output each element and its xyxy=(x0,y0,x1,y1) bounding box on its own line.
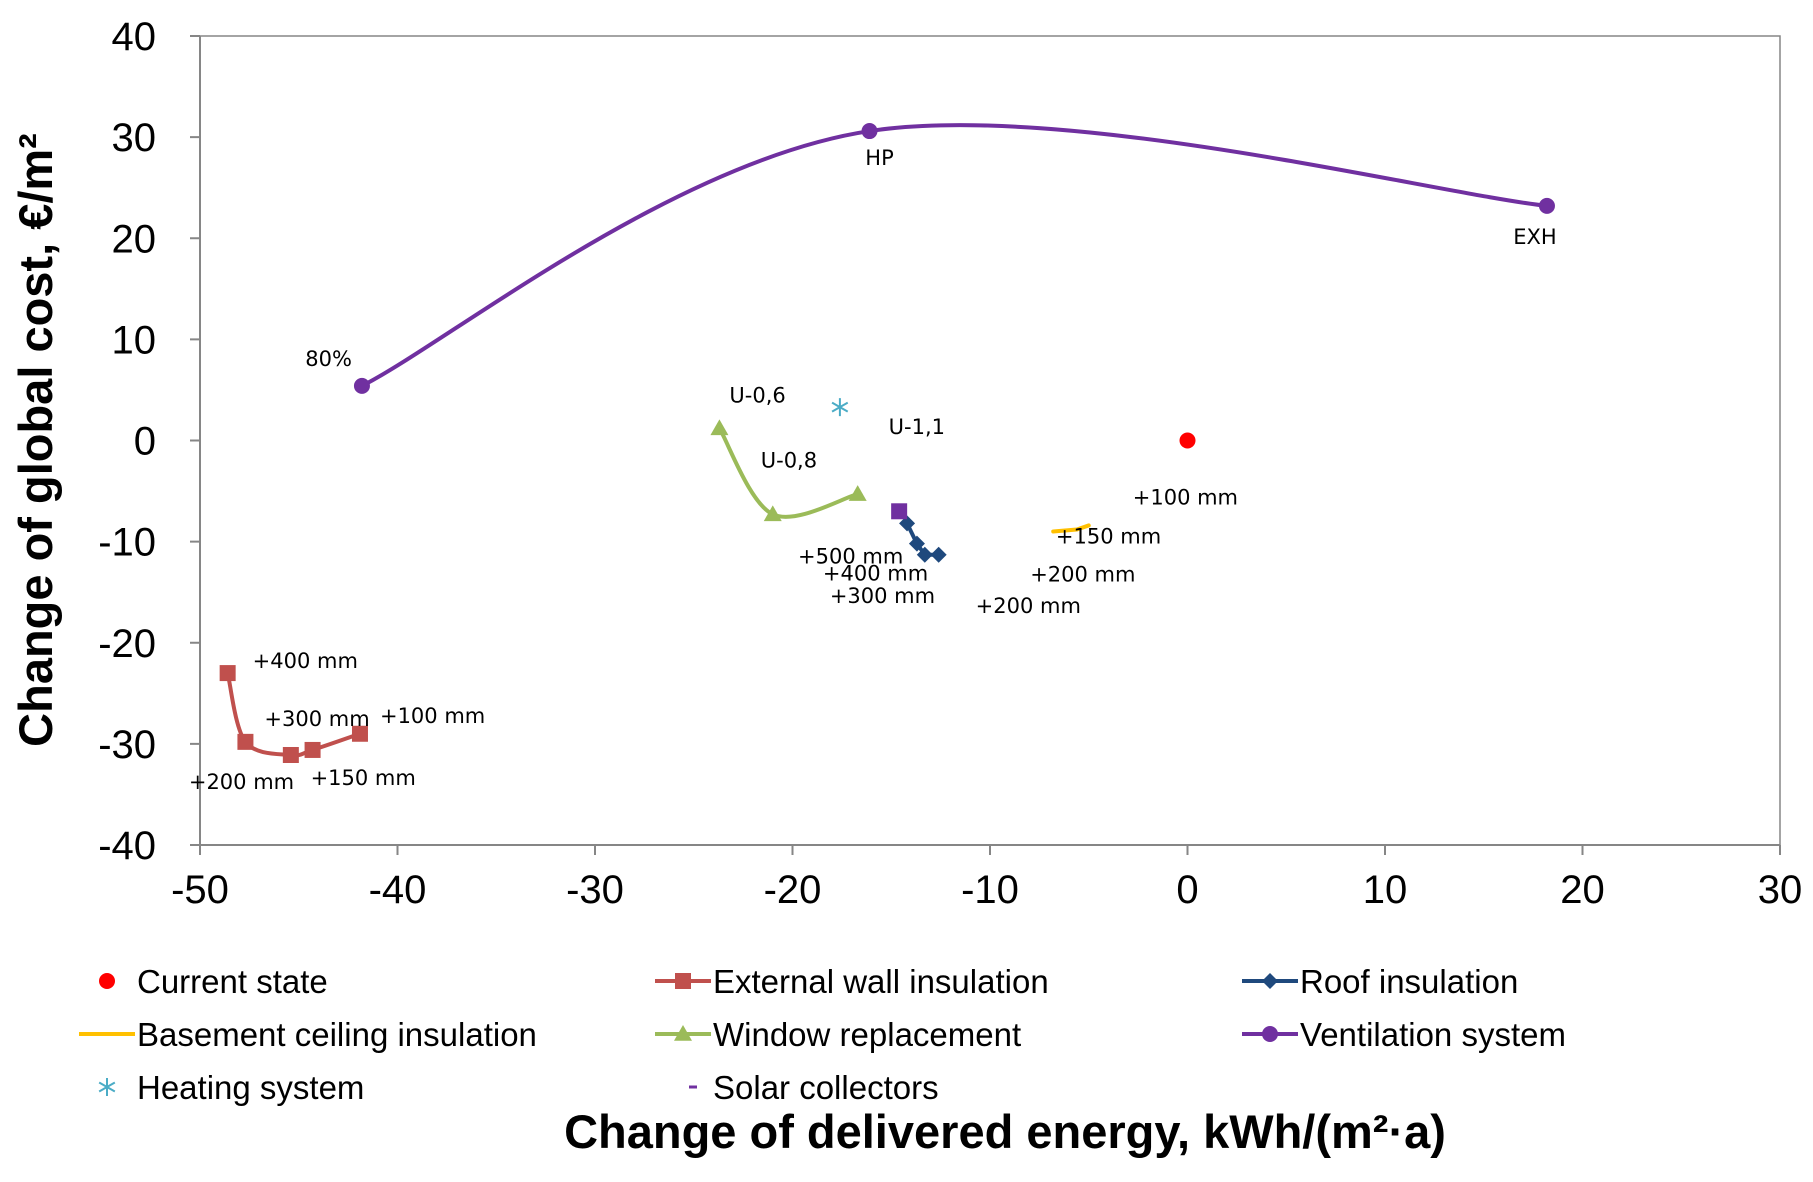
external-wall-insulation-point xyxy=(304,741,321,758)
ventilation-system-point xyxy=(1538,197,1555,214)
data-label: +400 mm xyxy=(823,562,928,586)
legend-label: Roof insulation xyxy=(1300,963,1518,1000)
ventilation-system-point xyxy=(353,377,370,394)
legend-swatch-marker xyxy=(98,1078,116,1096)
current-state-point xyxy=(1179,432,1196,449)
annotations: HP EXH 80% U-0,6 U-0,8 U-1,1 +100 mm +150 mm +20… xyxy=(189,146,1557,794)
data-label: +300 mm xyxy=(264,707,369,731)
y-tick-label: -10 xyxy=(98,521,156,565)
legend-label: Heating system xyxy=(137,1069,364,1106)
roof-insulation-point xyxy=(930,546,947,563)
y-tick-label: 0 xyxy=(134,420,156,464)
legend-swatch-marker xyxy=(1262,973,1278,989)
legend-item-roof-insulation: Roof insulation xyxy=(1242,963,1518,1000)
window-replacement-line xyxy=(717,426,860,519)
y-axis-title: Change of global cost, €/m² xyxy=(9,133,62,747)
legend-item-ventilation-system: Ventilation system xyxy=(1242,1016,1566,1053)
external-wall-insulation-point xyxy=(219,665,236,682)
legend-label: Window replacement xyxy=(713,1016,1021,1053)
legend-item-current-state: Current state xyxy=(99,963,328,1000)
window-replacement-point xyxy=(763,505,782,522)
data-label: HP xyxy=(865,146,893,170)
legend-item-basement-ceiling-insulation: Basement ceiling insulation xyxy=(79,1016,537,1053)
x-tick-label: 20 xyxy=(1560,868,1605,912)
legend-label: Ventilation system xyxy=(1300,1016,1566,1053)
axes: -40 -30 -20 -10 0 10 20 30 40 -50 -40 -30 -20 -10 0 10 2… xyxy=(98,15,1802,912)
x-tick-label: -40 xyxy=(369,868,427,912)
data-label: +200 mm xyxy=(976,594,1081,618)
y-tick-label: 30 xyxy=(112,116,157,160)
data-label: +200 mm xyxy=(189,770,294,794)
window-replacement-point xyxy=(710,419,729,436)
series-markers xyxy=(219,123,1555,763)
x-tick-label: -50 xyxy=(171,868,229,912)
y-tick-label: -20 xyxy=(98,622,156,666)
ventilation-system-point xyxy=(861,123,878,140)
legend-label: External wall insulation xyxy=(713,963,1049,1000)
data-label: +100 mm xyxy=(380,704,485,728)
data-label: +150 mm xyxy=(311,766,416,790)
legend-swatch-marker xyxy=(674,1025,692,1041)
x-axis-title: Change of delivered energy, kWh/(m²·a) xyxy=(564,1105,1446,1158)
x-tick-label: 10 xyxy=(1363,868,1408,912)
solar-collectors-point xyxy=(891,503,908,520)
data-label: +100 mm xyxy=(1133,485,1238,509)
x-tick-label: 0 xyxy=(1176,868,1198,912)
data-label: +150 mm xyxy=(1056,524,1161,548)
y-tick-label: 10 xyxy=(112,318,157,362)
legend-item-heating-system: Heating system xyxy=(98,1069,364,1106)
x-tick-label: -20 xyxy=(764,868,822,912)
data-label: U-0,6 xyxy=(729,383,785,407)
y-tick-label: 20 xyxy=(112,217,157,261)
x-tick-label: -10 xyxy=(961,868,1019,912)
roof-insulation-point xyxy=(908,535,925,552)
heating-system-point xyxy=(831,398,849,417)
legend-item-external-wall-insulation: External wall insulation xyxy=(655,963,1049,1000)
roof-insulation-point xyxy=(899,515,916,532)
basement-ceiling-insulation-line xyxy=(1051,523,1091,534)
external-wall-insulation-point xyxy=(351,725,368,742)
window-replacement-point xyxy=(848,485,867,501)
legend-swatch-marker xyxy=(1262,1026,1278,1042)
y-tick-label: -30 xyxy=(98,723,156,767)
legend-item-solar-collectors: Solar collectors xyxy=(689,1069,939,1106)
external-wall-insulation-point xyxy=(282,746,299,763)
legend-item-window-replacement: Window replacement xyxy=(655,1016,1021,1053)
data-label: +400 mm xyxy=(253,649,358,673)
data-label: +300 mm xyxy=(830,584,935,608)
data-label: EXH xyxy=(1513,225,1556,249)
legend-label: Solar collectors xyxy=(713,1069,939,1106)
roof-insulation-point xyxy=(916,546,933,563)
data-label: 80% xyxy=(305,347,352,371)
data-label: +200 mm xyxy=(1030,563,1135,587)
ventilation-system-line xyxy=(359,123,1549,388)
legend-swatch-marker xyxy=(99,973,115,989)
x-tick-label: 30 xyxy=(1758,868,1803,912)
legend-swatch-marker xyxy=(675,973,691,989)
data-label: U-1,1 xyxy=(889,415,945,439)
series-lines xyxy=(225,123,1549,758)
y-tick-label: -40 xyxy=(98,824,156,868)
legend-label: Basement ceiling insulation xyxy=(137,1016,537,1053)
external-wall-insulation-point xyxy=(237,733,254,750)
data-label: +500 mm xyxy=(798,544,903,568)
data-label: U-0,8 xyxy=(761,448,817,472)
x-tick-label: -30 xyxy=(566,868,624,912)
y-tick-label: 40 xyxy=(112,15,157,59)
legend-label: Current state xyxy=(137,963,328,1000)
legend: Current state External wall insulation Roo… xyxy=(79,963,1566,1106)
